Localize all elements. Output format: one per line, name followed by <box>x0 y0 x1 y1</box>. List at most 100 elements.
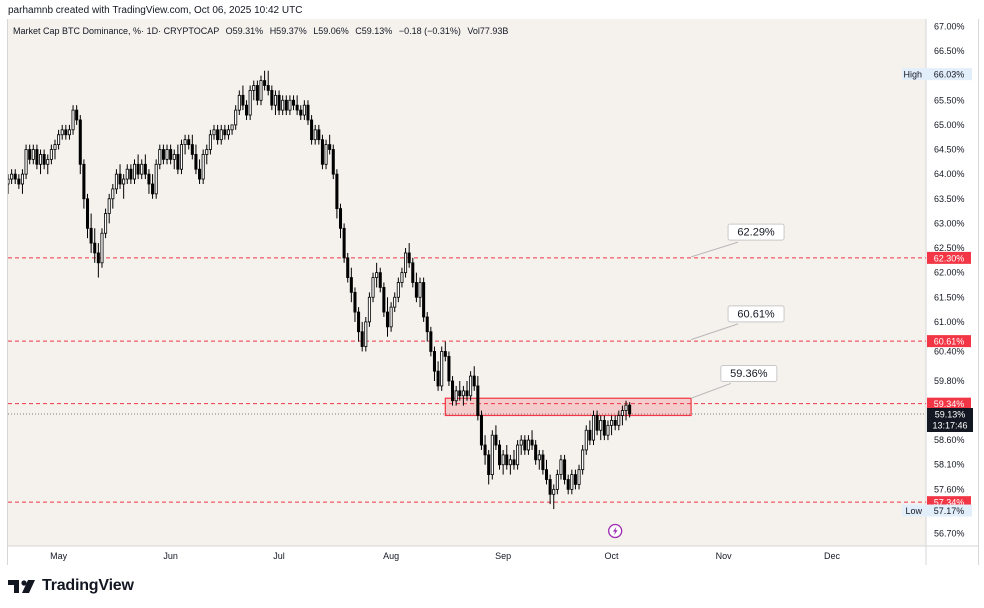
candle-bear[interactable] <box>28 149 32 160</box>
candle-bear[interactable] <box>544 469 549 480</box>
candle-bull[interactable] <box>31 149 35 160</box>
candle-bear[interactable] <box>216 129 220 141</box>
candle-bull[interactable] <box>230 124 234 131</box>
legend-interval[interactable]: 1D <box>146 26 159 36</box>
candle-bull[interactable] <box>490 434 494 475</box>
candle-bear[interactable] <box>78 119 82 165</box>
candle-bull[interactable] <box>24 149 28 175</box>
supply-zone-rect[interactable] <box>444 397 692 417</box>
candle-bear[interactable] <box>35 149 39 165</box>
candle-bear[interactable] <box>284 99 288 111</box>
candle-bear[interactable] <box>628 404 632 415</box>
candle-bull[interactable] <box>324 144 328 165</box>
candle-bear[interactable] <box>85 198 90 229</box>
candle-bull[interactable] <box>519 439 523 446</box>
candle-bear[interactable] <box>494 434 498 446</box>
candle-bull[interactable] <box>624 404 628 411</box>
candle-bear[interactable] <box>602 420 606 436</box>
candle-bull[interactable] <box>508 459 512 466</box>
candle-bull[interactable] <box>140 163 144 175</box>
candle-bear[interactable] <box>317 129 321 141</box>
candle-bear[interactable] <box>263 80 267 86</box>
candle-bear[interactable] <box>335 173 339 210</box>
candle-bear[interactable] <box>407 252 411 264</box>
candle-bull[interactable] <box>393 296 397 308</box>
candle-bear[interactable] <box>534 444 538 461</box>
candle-bear[interactable] <box>451 380 455 402</box>
candle-bull[interactable] <box>440 351 444 387</box>
candle-bull[interactable] <box>273 94 277 106</box>
candle-bear[interactable] <box>436 370 440 387</box>
candle-bull[interactable] <box>591 415 596 441</box>
candle-bear[interactable] <box>190 144 194 155</box>
callout-box[interactable] <box>727 305 785 323</box>
candle-bear[interactable] <box>277 94 281 111</box>
candle-bear[interactable] <box>223 129 227 136</box>
candle-bear[interactable] <box>306 104 310 121</box>
callout-box[interactable] <box>720 364 778 382</box>
candle-bear[interactable] <box>530 439 534 446</box>
candle-bear[interactable] <box>266 85 270 91</box>
candle-bull[interactable] <box>559 459 563 475</box>
candle-bear[interactable] <box>147 173 151 185</box>
candle-bear[interactable] <box>360 331 364 347</box>
candle-bull[interactable] <box>234 109 238 126</box>
candle-bear[interactable] <box>194 154 198 170</box>
candle-bear[interactable] <box>338 208 343 229</box>
candle-bull[interactable] <box>49 149 53 160</box>
candle-bull[interactable] <box>375 272 379 278</box>
candle-bull[interactable] <box>259 80 263 101</box>
candle-bear[interactable] <box>447 355 451 382</box>
level-price-tag[interactable] <box>927 335 971 348</box>
candle-bear[interactable] <box>411 262 415 283</box>
candle-bull[interactable] <box>46 158 50 165</box>
plot-background[interactable] <box>8 19 926 546</box>
candle-bull[interactable] <box>288 99 292 111</box>
candle-bull[interactable] <box>111 188 115 200</box>
candle-bull[interactable] <box>454 390 458 402</box>
tradingview-logo[interactable]: TradingView <box>8 577 134 595</box>
candle-bull[interactable] <box>281 99 285 111</box>
candle-bear[interactable] <box>357 311 361 333</box>
candle-bull[interactable] <box>60 129 64 136</box>
candle-bull[interactable] <box>154 163 158 195</box>
candle-bear[interactable] <box>328 144 332 150</box>
candle-bull[interactable] <box>599 420 603 431</box>
candle-bull[interactable] <box>212 129 216 136</box>
candle-bear[interactable] <box>505 454 509 466</box>
candle-bear[interactable] <box>255 85 259 101</box>
candle-bear[interactable] <box>483 444 487 456</box>
candle-bull[interactable] <box>6 178 10 185</box>
candle-bear[interactable] <box>151 183 155 195</box>
candle-bull[interactable] <box>10 173 14 180</box>
candle-bull[interactable] <box>172 154 176 160</box>
candle-bull[interactable] <box>606 424 610 436</box>
candle-bull[interactable] <box>179 144 184 170</box>
candle-bull[interactable] <box>461 390 465 397</box>
candle-bear[interactable] <box>136 163 140 175</box>
candle-bull[interactable] <box>367 296 371 323</box>
candle-bear[interactable] <box>299 109 303 116</box>
candle-bull[interactable] <box>165 149 169 160</box>
candle-bull[interactable] <box>577 469 581 485</box>
candle-bull[interactable] <box>313 129 317 141</box>
candle-bear[interactable] <box>17 178 21 185</box>
candle-bear[interactable] <box>349 277 353 293</box>
candle-bull[interactable] <box>100 232 104 264</box>
candle-bear[interactable] <box>342 227 346 259</box>
candle-bull[interactable] <box>617 415 621 426</box>
candle-bear[interactable] <box>198 168 202 180</box>
candle-bear[interactable] <box>476 385 480 416</box>
candle-bear[interactable] <box>13 173 17 180</box>
candle-bear[interactable] <box>573 474 577 485</box>
candle-bull[interactable] <box>396 282 400 298</box>
candle-bear[interactable] <box>566 479 570 490</box>
candle-bear[interactable] <box>93 242 97 254</box>
candle-bull[interactable] <box>125 168 129 180</box>
candle-bull[interactable] <box>552 488 556 495</box>
candle-bear[interactable] <box>563 459 567 480</box>
candle-bull[interactable] <box>237 94 241 111</box>
candle-bear[interactable] <box>595 415 599 431</box>
candle-bull[interactable] <box>208 134 212 150</box>
candle-bear[interactable] <box>498 444 502 466</box>
